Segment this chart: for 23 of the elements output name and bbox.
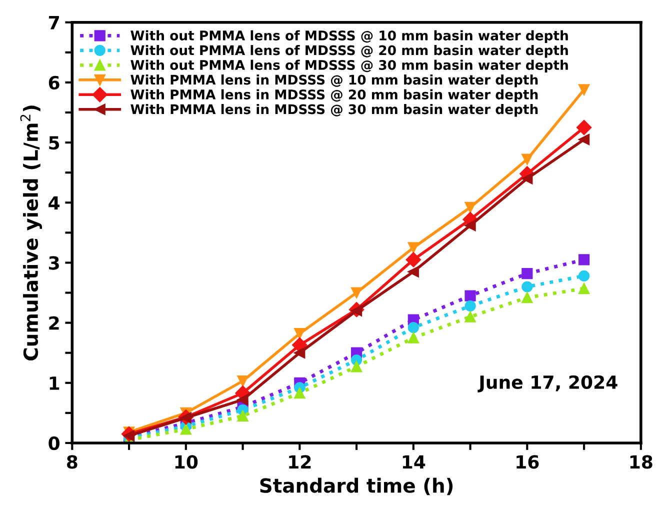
legend-label: With PMMA lens in MDSSS @ 20 mm basin water depth bbox=[130, 89, 538, 102]
legend-label: With out PMMA lens of MDSSS @ 20 mm basin water depth bbox=[130, 45, 568, 58]
y-tick-label: 6 bbox=[48, 76, 60, 90]
legend-label: With out PMMA lens of MDSSS @ 10 mm basin water depth bbox=[130, 30, 568, 44]
x-tick-label: 12 bbox=[289, 455, 311, 468]
y-tick-label: 7 bbox=[49, 16, 59, 30]
legend-label: With out PMMA lens of MDSSS @ 30 mm basin water depth bbox=[130, 60, 568, 73]
y-tick-label: 5 bbox=[49, 136, 60, 150]
x-axis-title: Standard time (h) bbox=[260, 478, 453, 496]
x-tick-label: 16 bbox=[516, 455, 539, 469]
y-tick-label: 2 bbox=[49, 316, 59, 330]
y-tick-label: 4 bbox=[48, 196, 60, 210]
legend-label: With PMMA lens in MDSSS @ 10 mm basin water depth bbox=[130, 74, 538, 88]
y-tick-label: 1 bbox=[50, 376, 60, 390]
x-tick-label: 18 bbox=[630, 455, 652, 469]
x-tick-label: 10 bbox=[175, 455, 198, 469]
y-tick-label: 3 bbox=[49, 256, 59, 270]
x-tick-label: 8 bbox=[66, 455, 78, 469]
legend-label: With PMMA lens in MDSSS @ 30 mm basin water depth bbox=[130, 104, 538, 117]
y-axis-title: Cumulative yield (L/m$^{2}$) bbox=[20, 106, 42, 360]
x-tick-label: 14 bbox=[402, 455, 426, 468]
y-tick-label: 0 bbox=[48, 436, 60, 450]
annotation: June 17, 2024 bbox=[478, 375, 618, 392]
